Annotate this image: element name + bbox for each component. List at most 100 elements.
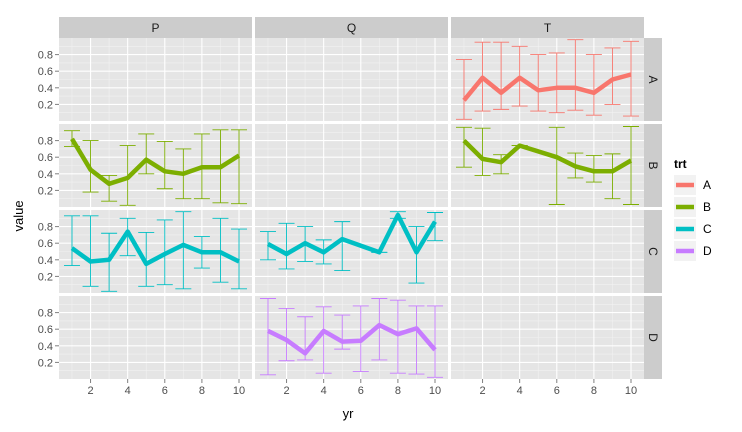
series-line-C: [266, 212, 437, 257]
error-bar: [493, 41, 510, 110]
legend-item-C: C: [674, 219, 712, 239]
y-tick-label: 0.8: [38, 308, 53, 320]
series-line-B: [70, 137, 241, 187]
y-tick-label: 0.4: [38, 83, 53, 95]
error-bar: [82, 215, 99, 287]
x-tick-label: 6: [554, 385, 560, 397]
column-strip-Q: [255, 17, 448, 38]
error-bar: [156, 140, 173, 190]
x-tick-label: 2: [283, 385, 289, 397]
y-tick-label: 0.6: [38, 66, 53, 78]
series-C-P: [63, 211, 248, 292]
error-bar: [101, 175, 118, 202]
x-tick-label: 10: [233, 385, 245, 397]
x-tick-label: 4: [125, 385, 131, 397]
error-bar: [138, 133, 155, 175]
y-tick-label: 0.4: [38, 341, 53, 353]
row-strip-D: [644, 296, 662, 379]
y-tick-label: 0.8: [38, 50, 53, 62]
series-line-C: [70, 229, 241, 267]
x-tick-label: 6: [162, 385, 168, 397]
x-tick-label: 2: [87, 385, 93, 397]
error-bar: [427, 212, 444, 242]
y-tick-label: 0.6: [38, 152, 53, 164]
y-tick-label: 0.6: [38, 324, 53, 336]
panel-T-C: [451, 210, 644, 293]
y-tick-label: 0.2: [38, 99, 53, 111]
legend-label: A: [703, 178, 711, 192]
x-axis-title: yr: [343, 406, 355, 421]
error-bar: [175, 211, 192, 290]
error-bar: [455, 59, 472, 120]
x-tick-label: 10: [625, 385, 637, 397]
legend-label: B: [703, 200, 711, 214]
x-tick-label: 6: [358, 385, 364, 397]
error-bar: [278, 222, 295, 270]
column-strip-label: P: [151, 21, 159, 35]
error-bar: [567, 39, 584, 111]
legend-item-A: A: [674, 175, 711, 195]
panel-Q-B: [255, 124, 448, 207]
series-D-Q: [259, 298, 444, 378]
legend-item-B: B: [674, 197, 711, 217]
series-line-A: [462, 72, 632, 102]
y-tick-label: 0.8: [38, 222, 53, 234]
panels: [59, 38, 644, 379]
error-bar: [427, 305, 444, 378]
error-bar: [408, 305, 425, 375]
series-B-P: [63, 129, 248, 206]
series-B-T: [455, 126, 640, 205]
error-bar: [138, 231, 155, 287]
error-bar: [548, 52, 565, 114]
legend-title: trt: [674, 157, 687, 171]
x-tick-label: 8: [591, 385, 597, 397]
y-tick-label: 0.4: [38, 169, 53, 181]
y-tick-label: 0.6: [38, 238, 53, 250]
error-bar: [408, 226, 425, 284]
y-axis-title: value: [11, 200, 26, 231]
x-tick-label: 8: [395, 385, 401, 397]
error-bar: [474, 127, 491, 176]
row-strip-A: [644, 38, 662, 121]
column-strip-label: Q: [347, 21, 356, 35]
row-strip-C: [644, 210, 662, 293]
x-tick-label: 10: [429, 385, 441, 397]
y-tick-label: 0.2: [38, 271, 53, 283]
error-bar: [585, 155, 602, 183]
error-bar: [604, 153, 621, 200]
legend-label: C: [703, 222, 712, 236]
error-bar: [101, 232, 118, 292]
error-bar: [259, 298, 276, 376]
y-tick-label: 0.2: [38, 185, 53, 197]
panel-P-D: [59, 296, 252, 379]
error-bar: [231, 228, 248, 290]
error-bar: [623, 126, 640, 205]
column-strip-P: [59, 17, 252, 38]
error-bar: [548, 126, 565, 205]
row-strips: A B C D: [644, 38, 662, 379]
panel-T-B: [451, 124, 644, 207]
series-line-D: [267, 322, 437, 356]
x-tick-label: 4: [517, 385, 523, 397]
error-bar: [334, 221, 351, 272]
row-strip-B: [644, 124, 662, 207]
error-bar: [604, 47, 621, 105]
axes: 0.2 0.4 0.6 0.8 0.2 0.4 0.6 0.8 0.2 0.4 0.6 0.8 0.2 0…: [38, 50, 637, 397]
error-bar: [231, 129, 248, 205]
column-strip-T: [451, 17, 644, 38]
error-bar: [530, 54, 547, 112]
row-strip-label: A: [646, 75, 660, 83]
legend-item-D: D: [674, 241, 712, 261]
panel-Q-A: [255, 38, 448, 121]
error-bar: [389, 299, 406, 374]
error-bar: [623, 40, 640, 117]
error-bar: [371, 298, 388, 361]
y-tick-label: 0.2: [38, 357, 53, 369]
row-strip-label: B: [646, 161, 660, 169]
error-bar: [119, 217, 136, 257]
series-A-T: [455, 39, 640, 120]
legend-label: D: [703, 244, 712, 258]
